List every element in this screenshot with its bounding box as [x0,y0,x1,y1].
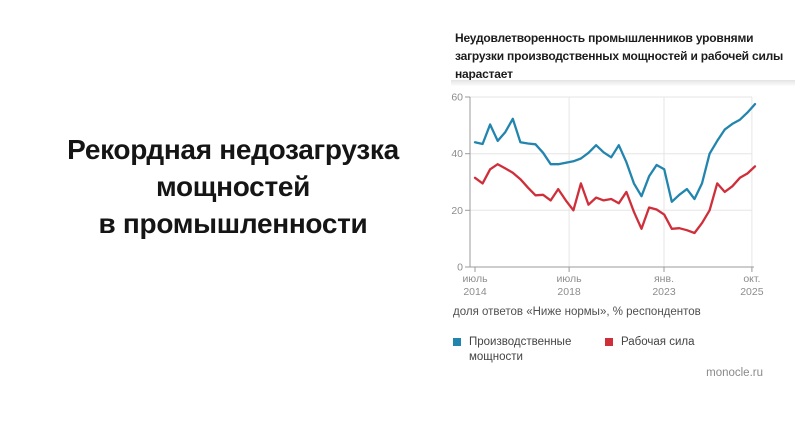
chart-title-line-3: нарастает [455,67,513,81]
legend-item-labor: Рабочая сила [605,335,757,365]
svg-text:2023: 2023 [652,286,676,298]
series-line-1 [473,163,757,235]
svg-text:20: 20 [451,205,463,217]
chart-legend: Производственные мощности Рабочая сила [453,335,757,365]
svg-text:окт.: окт. [743,273,760,285]
gridlines [470,96,753,267]
y-tick-labels: 0 20 40 60 [451,92,463,274]
title-divider-shadow [451,80,795,86]
svg-text:2018: 2018 [557,286,581,298]
chart-title-line-1: Неудовлетворенность промышленников уровн… [455,31,754,45]
source-credit: monocle.ru [706,367,763,379]
axes [465,96,754,272]
legend-label-labor: Рабочая сила [621,336,695,348]
page-title-line-2: мощностей [155,171,311,202]
legend-label-capacity: Производственные мощности [469,336,572,363]
page-title: Рекордная недозагрузка мощностей в промы… [18,131,448,242]
svg-text:0: 0 [457,262,463,274]
svg-text:2025: 2025 [740,286,764,298]
page-title-line-3: в промышленности [98,208,368,239]
chart-title-line-2: загрузки производственных мощностей и ра… [455,49,784,63]
legend-item-capacity: Производственные мощности [453,335,605,365]
chart-footnote: доля ответов «Ниже нормы», % респонденто… [453,306,701,318]
svg-text:60: 60 [451,92,463,104]
svg-text:июль: июль [557,273,583,285]
svg-text:40: 40 [451,148,463,160]
chart-title: Неудовлетворенность промышленников уровн… [455,29,800,83]
svg-text:янв.: янв. [654,273,674,285]
svg-text:июль: июль [462,273,488,285]
legend-swatch-capacity [453,338,461,346]
page-title-line-1: Рекордная недозагрузка [67,134,399,165]
svg-text:2014: 2014 [463,286,487,298]
series-line-0 [473,102,757,203]
legend-swatch-labor [605,338,613,346]
